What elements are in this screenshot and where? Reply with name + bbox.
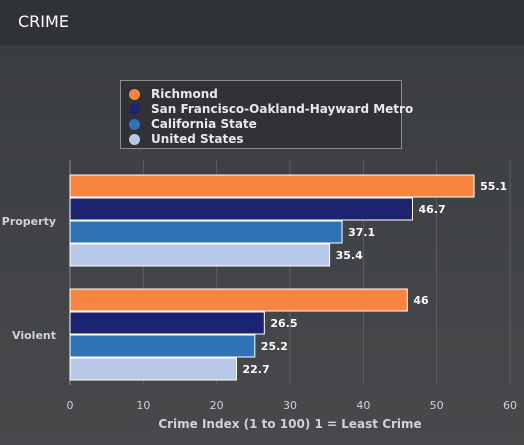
bar xyxy=(69,334,256,358)
legend-item-california: California State xyxy=(129,117,399,132)
x-tick-label: 60 xyxy=(503,399,517,412)
x-tick-label: 30 xyxy=(283,399,297,412)
section-title: CRIME xyxy=(18,12,69,31)
data-label: 37.1 xyxy=(348,226,375,239)
bar xyxy=(69,174,475,198)
bar xyxy=(69,311,265,335)
x-tick-label: 10 xyxy=(136,399,150,412)
chart-legend: Richmond San Francisco-Oakland-Hayward M… xyxy=(120,80,413,149)
x-tick-label: 0 xyxy=(67,399,74,412)
section-header: CRIME xyxy=(0,0,524,45)
bar xyxy=(69,357,237,381)
legend-item-united-states: United States xyxy=(129,132,399,147)
x-axis-label: Crime Index (1 to 100) 1 = Least Crime xyxy=(158,417,421,431)
bar xyxy=(69,220,343,244)
x-tick-label: 20 xyxy=(210,399,224,412)
bar xyxy=(69,243,331,267)
legend-label: San Francisco-Oakland-Hayward Metro xyxy=(151,102,414,116)
legend-swatch xyxy=(129,104,140,115)
x-tick-label: 40 xyxy=(356,399,370,412)
legend-swatch xyxy=(129,134,140,145)
legend-item-sf-metro: San Francisco-Oakland-Hayward Metro xyxy=(129,102,413,117)
category-label: Violent xyxy=(12,329,56,342)
legend-swatch xyxy=(129,119,140,130)
data-label: 35.4 xyxy=(336,249,363,262)
data-label: 55.1 xyxy=(480,180,507,193)
legend-swatch xyxy=(129,89,140,100)
data-label: 46 xyxy=(413,294,429,307)
data-label: 25.2 xyxy=(261,340,288,353)
data-label: 22.7 xyxy=(242,363,269,376)
x-tick-label: 50 xyxy=(430,399,444,412)
legend-label: Richmond xyxy=(151,87,218,101)
legend-item-richmond: Richmond xyxy=(129,87,399,102)
legend-label: California State xyxy=(151,117,257,131)
category-label: Property xyxy=(2,215,56,228)
legend-label: United States xyxy=(151,132,244,146)
data-label: 26.5 xyxy=(270,317,297,330)
bar xyxy=(69,288,408,312)
bar xyxy=(69,197,413,221)
data-label: 46.7 xyxy=(418,203,445,216)
